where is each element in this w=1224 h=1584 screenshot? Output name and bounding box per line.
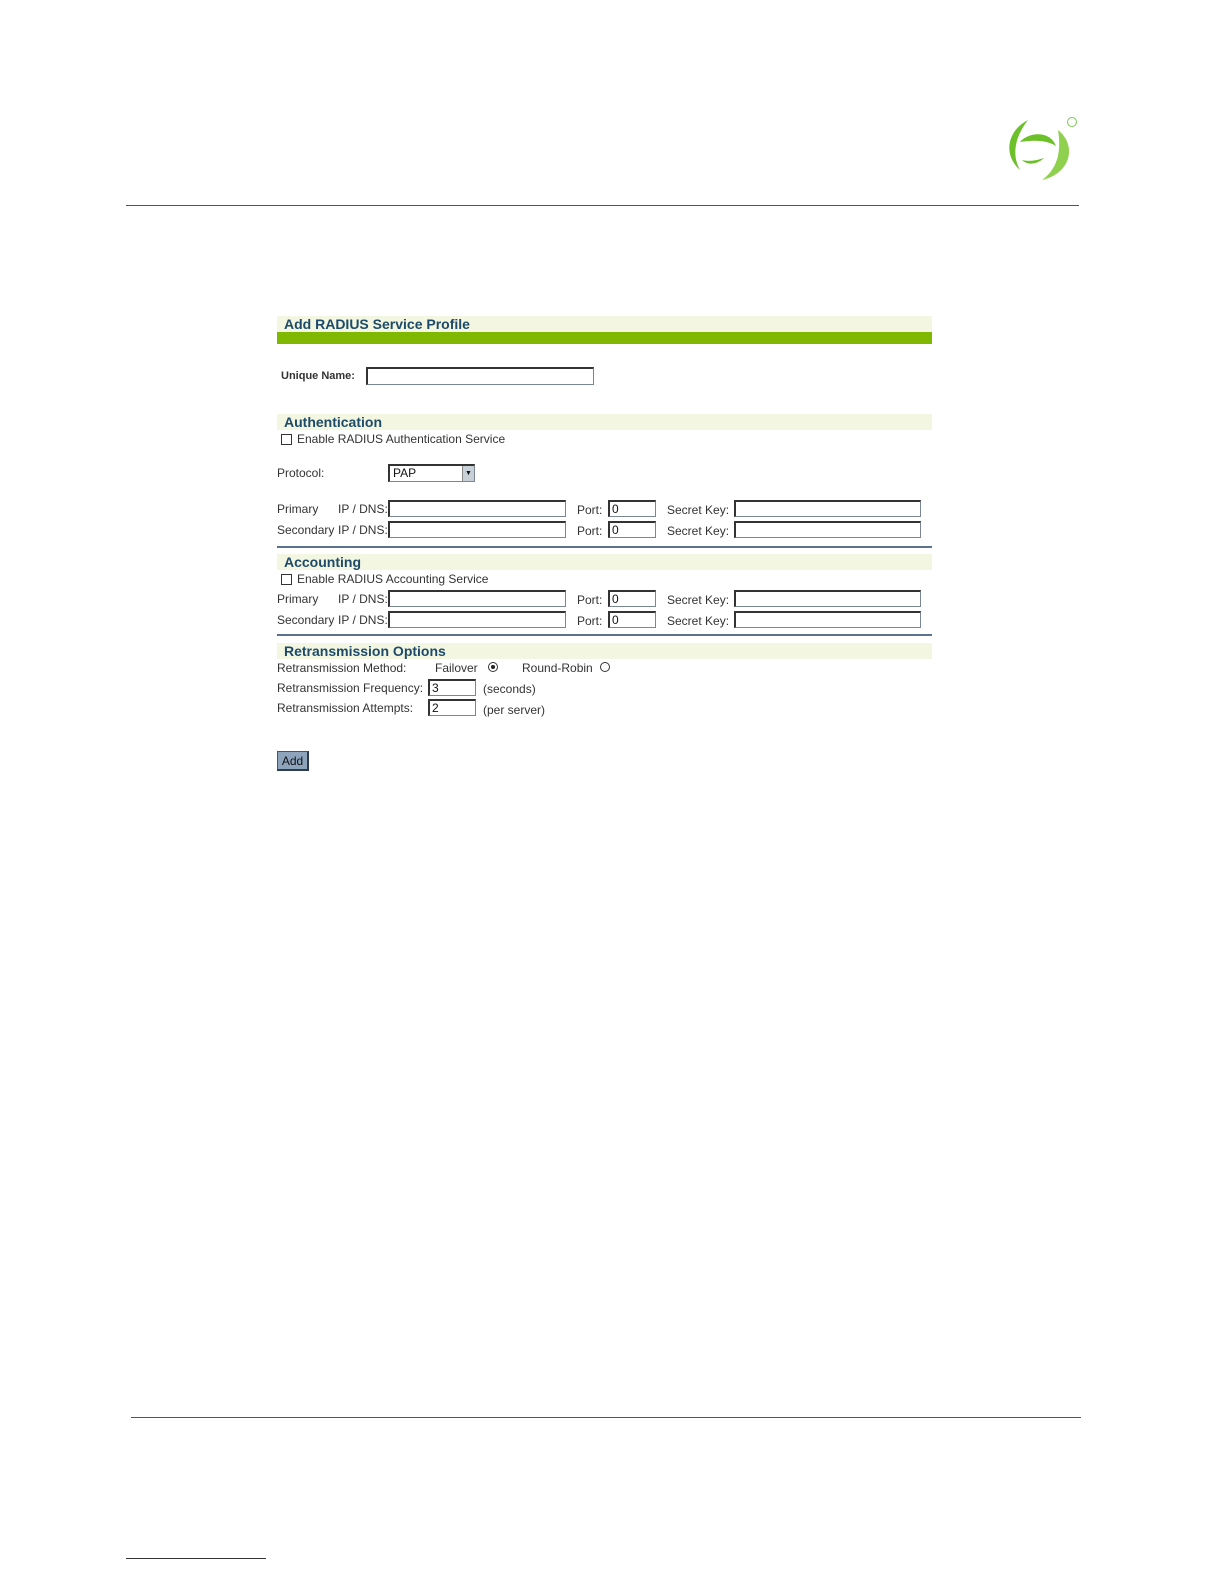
- frequency-unit: (seconds): [483, 682, 536, 696]
- server-role-label: Primary: [277, 592, 319, 606]
- retransmission-frequency-label: Retransmission Frequency:: [277, 681, 424, 695]
- enable-accounting-checkbox[interactable]: [281, 574, 292, 585]
- secret-key-label: Secret Key:: [667, 524, 730, 538]
- accounting-heading: Accounting: [284, 554, 361, 570]
- company-logo: [998, 112, 1082, 186]
- secret-key-label: Secret Key:: [667, 614, 730, 628]
- port-input[interactable]: [608, 500, 656, 517]
- ip-dns-label: IP / DNS:: [338, 613, 388, 627]
- protocol-value: PAP: [393, 466, 417, 480]
- add-button[interactable]: Add: [277, 751, 309, 771]
- secret-key-input[interactable]: [734, 500, 921, 517]
- secret-key-input[interactable]: [734, 521, 921, 538]
- authentication-band: [277, 414, 932, 430]
- port-input[interactable]: [608, 590, 656, 607]
- unique-name-label: Unique Name:: [281, 370, 355, 382]
- secret-key-label: Secret Key:: [667, 503, 730, 517]
- retransmission-heading: Retransmission Options: [284, 643, 446, 659]
- header-rule: [126, 205, 1079, 206]
- round-robin-radio[interactable]: [600, 662, 610, 672]
- accounting-band: [277, 554, 932, 570]
- footnote-rule: [126, 1558, 266, 1559]
- protocol-select[interactable]: PAP ▼: [388, 464, 475, 482]
- ip-dns-input[interactable]: [388, 500, 566, 517]
- port-label: Port:: [577, 524, 603, 538]
- secret-key-input[interactable]: [734, 590, 921, 607]
- port-label: Port:: [577, 593, 603, 607]
- server-role-label: Primary: [277, 502, 319, 516]
- authentication-heading: Authentication: [284, 414, 382, 430]
- server-role-label: Secondary: [277, 523, 335, 537]
- enable-accounting-label: Enable RADIUS Accounting Service: [297, 572, 489, 586]
- enable-authentication-checkbox[interactable]: [281, 434, 292, 445]
- ip-dns-label: IP / DNS:: [338, 592, 388, 606]
- retransmission-method-label: Retransmission Method:: [277, 661, 407, 675]
- round-robin-label: Round-Robin: [522, 661, 593, 675]
- failover-radio[interactable]: [488, 662, 498, 672]
- enable-authentication-label: Enable RADIUS Authentication Service: [297, 432, 506, 446]
- ip-dns-input[interactable]: [388, 611, 566, 628]
- section-divider: [277, 546, 932, 548]
- port-input[interactable]: [608, 611, 656, 628]
- swirl-logo-icon: [1009, 117, 1077, 180]
- server-role-label: Secondary: [277, 613, 335, 627]
- retransmission-band: [277, 643, 932, 659]
- title-accent-bar: [277, 332, 932, 344]
- footer-rule: [131, 1417, 1081, 1418]
- secret-key-input[interactable]: [734, 611, 921, 628]
- retransmission-attempts-label: Retransmission Attempts:: [277, 701, 414, 715]
- attempts-unit: (per server): [483, 703, 546, 717]
- retransmission-frequency-input[interactable]: [428, 679, 476, 696]
- failover-label: Failover: [435, 661, 478, 675]
- port-label: Port:: [577, 503, 603, 517]
- port-label: Port:: [577, 614, 603, 628]
- ip-dns-label: IP / DNS:: [338, 523, 388, 537]
- protocol-label: Protocol:: [277, 466, 325, 480]
- section-divider: [277, 634, 932, 636]
- secret-key-label: Secret Key:: [667, 593, 730, 607]
- ip-dns-input[interactable]: [388, 590, 566, 607]
- chevron-down-icon[interactable]: ▼: [462, 466, 474, 481]
- ip-dns-input[interactable]: [388, 521, 566, 538]
- title-band: [277, 316, 932, 332]
- form-title: Add RADIUS Service Profile: [284, 316, 470, 332]
- retransmission-attempts-input[interactable]: [428, 699, 476, 716]
- ip-dns-label: IP / DNS:: [338, 502, 388, 516]
- unique-name-input[interactable]: [366, 367, 594, 385]
- port-input[interactable]: [608, 521, 656, 538]
